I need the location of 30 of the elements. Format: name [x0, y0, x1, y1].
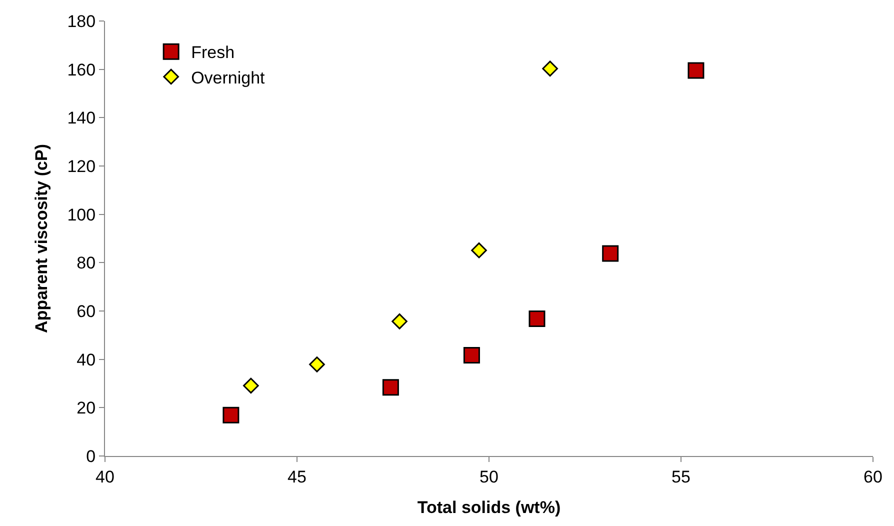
y-tick-label: 120	[67, 156, 96, 176]
point	[309, 356, 325, 372]
x-tick-label: 45	[288, 467, 306, 486]
point	[392, 313, 408, 330]
y-axis-title: Apparent viscosity (cP)	[32, 144, 51, 333]
y-tick-label: 60	[76, 302, 96, 321]
point	[602, 245, 619, 262]
y-tick-label: 80	[76, 254, 96, 273]
y-tick-label: 20	[76, 398, 96, 418]
y-tick-label: 40	[76, 350, 96, 370]
point	[471, 242, 487, 258]
y-tick-label: 160	[67, 60, 96, 80]
legend-label: Overnight	[191, 68, 266, 88]
point	[528, 310, 546, 327]
x-tick-label: 40	[96, 467, 114, 486]
y-tick-label: 180	[67, 12, 96, 31]
y-tick-label: 100	[67, 205, 96, 224]
point	[688, 62, 704, 79]
point	[463, 346, 480, 364]
point	[243, 378, 259, 394]
x-axis-title: Total solids (wt%)	[417, 498, 561, 517]
point	[542, 60, 558, 77]
x-tick-label: 60	[864, 467, 882, 486]
legend-label: Fresh	[191, 43, 235, 62]
y-tick-label: 0	[86, 446, 96, 466]
x-tick-label: 50	[480, 467, 498, 486]
y-tick-label: 140	[67, 108, 96, 128]
point	[382, 379, 399, 396]
x-tick-label: 55	[672, 467, 690, 486]
point	[222, 406, 240, 424]
